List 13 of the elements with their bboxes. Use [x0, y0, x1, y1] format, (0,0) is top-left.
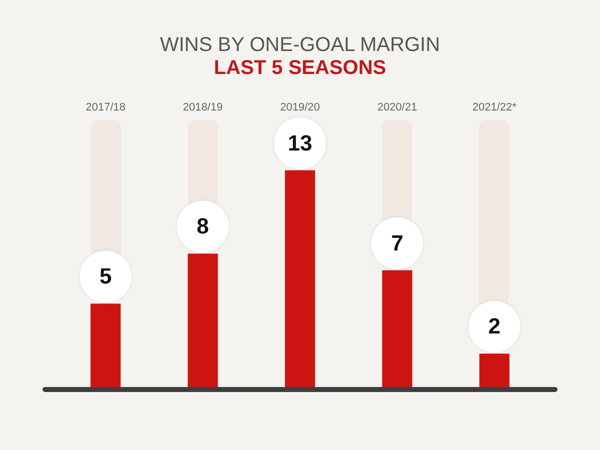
x-tick-label: 2018/19	[182, 102, 223, 114]
data-label: 5	[99, 264, 112, 289]
data-label: 8	[196, 214, 209, 239]
bar	[479, 354, 510, 387]
data-label: 2	[488, 314, 501, 339]
data-label: 7	[391, 230, 404, 256]
chart-title: WINS BY ONE-GOAL MARGIN	[158, 33, 442, 57]
data-label: 13	[288, 130, 312, 156]
x-tick-label: 2020/21	[377, 102, 418, 114]
x-tick-label: 2019/20	[280, 102, 320, 114]
chart-subtitle: LAST 5 SEASONS	[212, 56, 388, 80]
x-tick-label: 2017/18	[86, 102, 126, 114]
x-tick-label: 2021/22*	[472, 102, 518, 114]
